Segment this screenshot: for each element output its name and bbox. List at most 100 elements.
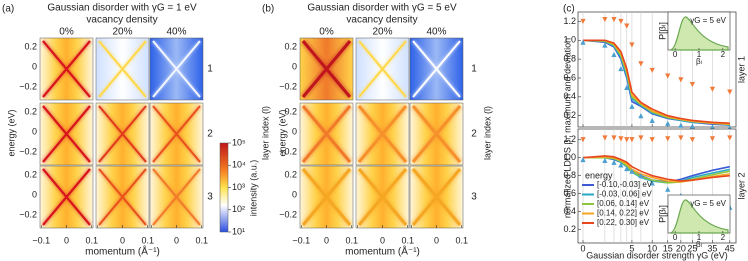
marker <box>624 165 630 172</box>
legend-label: [0.06, 0.14] eV <box>597 199 650 208</box>
cell-frame <box>149 102 204 166</box>
inset-x-tick-label: 0 <box>673 233 678 242</box>
marker <box>611 16 617 23</box>
marker <box>727 135 733 141</box>
dispersion <box>301 40 352 98</box>
marker <box>638 173 644 179</box>
y-tick-label: 0.8 <box>563 54 576 64</box>
inset-x-tick-label: 2 <box>721 233 726 242</box>
x-tick-label: 0 <box>120 235 125 245</box>
row-axis-label: layer index (l) <box>482 106 492 160</box>
marker <box>629 137 635 143</box>
column-label: 0% <box>319 27 334 38</box>
x-axis-label: Gaussian disorder strength γG (eV) <box>586 250 728 260</box>
x-tick-label: 0 <box>580 243 585 253</box>
side-label: layer 2 <box>736 172 746 199</box>
marker <box>709 124 716 130</box>
inset-x-tick-label: 1 <box>697 233 702 242</box>
x-tick-label: 20 <box>676 243 686 253</box>
dispersion <box>411 105 462 163</box>
dispersion <box>412 40 461 98</box>
cell-frame <box>95 102 150 166</box>
panel-title: Gaussian disorder with γG = 5 eV <box>307 3 457 14</box>
y-tick-label: 0.2 <box>284 41 297 51</box>
colorbar <box>219 142 229 233</box>
heatmap-cell <box>39 37 94 101</box>
marker <box>580 18 586 25</box>
cell-frame <box>95 37 150 101</box>
y-tick-label: 0.4 <box>563 91 576 101</box>
x-axis-label: momentum (Å⁻¹) <box>85 245 160 258</box>
cell-frame <box>299 102 354 166</box>
inset-x-tick-label: 2 <box>721 50 726 59</box>
panel-title: Gaussian disorder with γG = 1 eV <box>47 3 197 14</box>
cell-frame <box>355 102 410 166</box>
dispersion <box>411 168 462 226</box>
x-tick-label: 25 <box>687 243 697 253</box>
heatmap-cell <box>149 165 204 229</box>
heatmap-cell <box>409 102 464 166</box>
y-tick-label: 0.6 <box>563 188 576 198</box>
column-label: 40% <box>166 27 186 38</box>
marker <box>629 168 635 174</box>
panel-label: (b) <box>262 4 274 15</box>
row-axis-label: layer index (l) <box>260 106 270 160</box>
cell-frame <box>409 37 464 101</box>
x-tick-label: 35 <box>707 243 717 253</box>
marker <box>611 135 617 141</box>
cell-frame <box>355 37 410 101</box>
y-tick-label: 0.2 <box>563 224 576 234</box>
colorbar-tick-label: 10⁴ <box>232 160 246 170</box>
x-axis-label: momentum (Å⁻¹) <box>345 245 420 258</box>
column-label: 20% <box>372 27 392 38</box>
cell-frame <box>39 37 94 101</box>
dispersion <box>152 168 201 226</box>
panel-subtitle: vacancy density <box>346 15 417 26</box>
row-label: 1 <box>207 64 213 75</box>
dispersion <box>42 105 91 163</box>
dispersion <box>98 168 147 226</box>
legend-label: [-0.03, 0.06] eV <box>597 190 652 199</box>
dispersion <box>42 168 91 226</box>
y-tick-label: 0 <box>32 126 37 136</box>
dispersion <box>357 105 408 163</box>
colorbar-label: intensity (a.u.) <box>248 160 258 217</box>
x-tick-label: 15 <box>663 243 673 253</box>
x-tick-label: 0.1 <box>195 235 208 245</box>
heatmap-cell <box>149 37 204 101</box>
panel-label: (a) <box>2 4 14 15</box>
dispersion <box>98 105 147 163</box>
row-label: 3 <box>207 192 213 203</box>
x-tick-label: −0.1 <box>32 235 50 245</box>
x-tick-label: 0.1 <box>85 235 98 245</box>
heatmap-cell <box>299 165 354 229</box>
dispersion <box>152 105 201 163</box>
dispersion <box>98 40 147 98</box>
y-tick-label: 0.2 <box>284 169 297 179</box>
legend-label: [0.14, 0.22] eV <box>597 209 650 218</box>
y-tick-label: −0.2 <box>279 81 297 91</box>
y-tick-label: 0.2 <box>284 106 297 116</box>
inset-title: γG = 5 eV <box>690 16 726 25</box>
y-axis-label: normalized LDOS βₗ, maximum and deviatio… <box>562 38 572 218</box>
inset-distribution <box>669 199 729 234</box>
dispersion <box>152 40 201 98</box>
marker <box>611 51 617 58</box>
colorbar-tick-label: 10⁵ <box>232 137 246 147</box>
cell-frame <box>409 102 464 166</box>
x-tick-label: 0 <box>434 235 439 245</box>
y-tick-label: 0 <box>292 61 297 71</box>
heatmap-cell <box>39 165 94 229</box>
dispersion <box>301 105 352 163</box>
marker <box>649 67 655 74</box>
x-tick-label: 0.1 <box>141 235 154 245</box>
marker <box>602 135 608 141</box>
inset-title: γG = 5 eV <box>690 199 726 208</box>
x-tick-label: 5 <box>629 243 634 253</box>
legend-title: energy <box>585 170 613 180</box>
row-label: 2 <box>471 129 477 140</box>
marker <box>629 103 635 109</box>
marker <box>629 42 635 48</box>
dispersion <box>358 40 407 98</box>
